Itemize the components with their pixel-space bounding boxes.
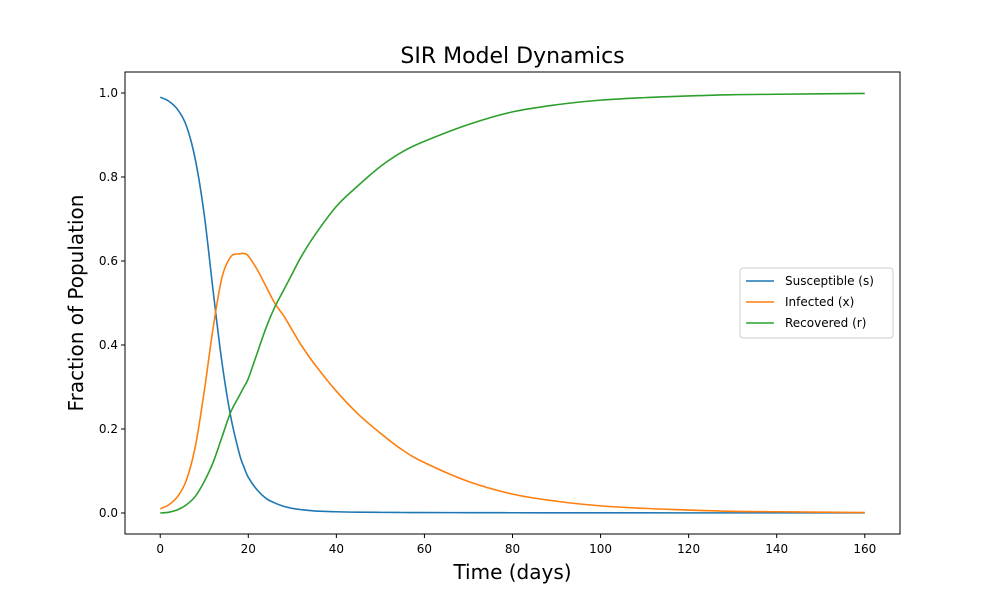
x-tick-label: 20 [241,542,256,556]
x-tick-label: 80 [505,542,520,556]
plot-area [159,92,865,514]
y-axis-label: Fraction of Population [64,195,88,412]
y-tick-label: 0.4 [99,338,118,352]
y-tick-label: 0.0 [99,506,118,520]
series-line-recovered-r [160,92,865,514]
x-tick-label: 40 [329,542,344,556]
legend-box [739,267,894,339]
chart-title: SIR Model Dynamics [400,44,624,69]
x-axis-label: Time (days) [452,560,571,584]
legend-label-infected-x: Infected (x) [785,295,854,309]
y-tick-label: 0.6 [99,254,118,268]
x-tick-label: 60 [417,542,432,556]
series-line-susceptible-s [159,96,865,514]
y-axis-ticks: 0.0 0.2 0.4 0.6 0.8 1.0 [99,86,125,520]
series-line-infected-x [159,252,865,514]
y-tick-label: 1.0 [99,86,118,100]
legend-label-recovered-r: Recovered (r) [785,316,866,330]
x-axis-ticks: 0 20 40 60 80 100 120 140 160 [156,534,876,556]
x-tick-label: 120 [677,542,700,556]
x-tick-label: 160 [853,542,876,556]
x-tick-label: 140 [765,542,788,556]
legend: Susceptible (s) Infected (x) Recovered (r) [739,267,894,339]
x-tick-label: 100 [589,542,612,556]
y-tick-label: 0.2 [99,422,118,436]
y-tick-label: 0.8 [99,170,118,184]
legend-label-susceptible-s: Susceptible (s) [785,274,874,288]
x-tick-label: 0 [156,542,164,556]
legend-entries: Susceptible (s) Infected (x) Recovered (r) [746,274,874,330]
